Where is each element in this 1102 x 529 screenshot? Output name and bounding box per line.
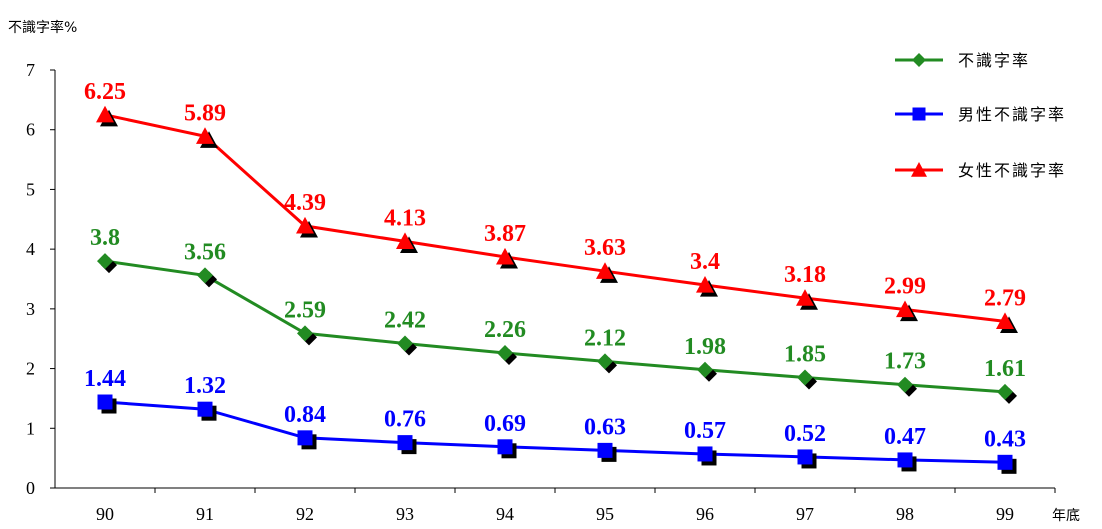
y-axis-title: 不識字率% [8, 19, 77, 36]
series-line-square [104, 400, 1006, 464]
data-label: 0.69 [484, 411, 526, 437]
x-tick-label: 99 [996, 504, 1014, 524]
data-label: 3.4 [690, 249, 720, 275]
y-tick-label: 6 [26, 120, 35, 140]
data-point-square [97, 394, 113, 410]
x-tick-label: 90 [96, 504, 114, 524]
data-label: 1.61 [984, 356, 1026, 382]
data-point-square [797, 449, 813, 465]
series-lines [104, 113, 1006, 464]
x-tick-label: 91 [196, 504, 214, 524]
data-point-triangle [796, 289, 814, 306]
data-label: 6.25 [84, 79, 126, 105]
y-tick-label: 0 [26, 478, 35, 498]
data-point-diamond [897, 376, 913, 393]
data-label: 3.87 [484, 221, 526, 247]
data-label: 2.26 [484, 317, 526, 343]
x-tick-label: 98 [896, 504, 914, 524]
legend-marker-diamond [912, 53, 926, 67]
data-label: 1.32 [184, 373, 226, 399]
legend-marker-triangle [911, 162, 927, 177]
legend-label: 女性不識字率 [958, 161, 1066, 180]
legend-item: 女性不識字率 [895, 161, 1066, 180]
data-point-diamond [597, 353, 613, 370]
data-point-triangle [496, 247, 514, 265]
data-label: 1.44 [84, 366, 126, 392]
series-line-triangle [104, 113, 1006, 323]
data-point-triangle [296, 216, 314, 234]
series-line-diamond [104, 259, 1006, 394]
y-tick-label: 5 [26, 179, 35, 199]
x-tick-label: 97 [796, 504, 814, 524]
data-label: 0.84 [284, 402, 326, 428]
legend-label: 不識字率 [958, 51, 1030, 70]
y-tick-label: 1 [26, 418, 35, 438]
data-point-square [697, 446, 713, 462]
data-point-diamond [297, 325, 313, 342]
legend-marker-square [912, 107, 926, 121]
data-label: 1.73 [884, 349, 926, 375]
data-label: 2.99 [884, 273, 926, 299]
legend-item: 男性不識字率 [895, 105, 1066, 124]
data-point-triangle [596, 262, 614, 279]
x-tick-label: 96 [696, 504, 714, 524]
data-label: 0.47 [884, 424, 926, 450]
data-point-square [997, 454, 1013, 470]
legend-item: 不識字率 [895, 51, 1030, 70]
x-tick-label: 92 [296, 504, 314, 524]
x-tick-label: 94 [496, 504, 514, 524]
data-labels: 3.8 3.56 2.59 2.42 2.26 2.12 1.98 1.85 1.73 1.61 1… [84, 79, 1026, 453]
data-point-diamond [397, 335, 413, 352]
axes: 0 1 2 3 4 5 6 7 90 91 92 93 94 95 96 97 98 99 [26, 60, 1056, 524]
data-label: 0.52 [784, 421, 826, 447]
data-label: 3.8 [90, 225, 120, 251]
data-label: 2.79 [984, 285, 1026, 311]
y-tick-label: 2 [26, 359, 35, 379]
data-point-diamond [197, 267, 213, 284]
data-point-diamond [697, 361, 713, 378]
data-label: 0.57 [684, 418, 726, 444]
data-point-square [497, 439, 513, 455]
data-point-triangle [196, 127, 214, 144]
data-label: 2.59 [284, 297, 326, 323]
x-tick-label: 93 [396, 504, 414, 524]
x-axis-title: 年底 [1052, 508, 1080, 524]
data-point-triangle [96, 105, 114, 123]
data-point-diamond [497, 345, 513, 362]
data-label: 4.39 [284, 190, 326, 216]
data-point-triangle [896, 300, 914, 318]
data-label: 0.63 [584, 414, 626, 440]
data-label: 0.76 [384, 407, 426, 433]
y-tick-label: 4 [26, 239, 35, 259]
data-label: 2.12 [584, 325, 626, 351]
data-point-square [597, 442, 613, 458]
x-tick-label: 95 [596, 504, 614, 524]
data-label: 3.63 [584, 235, 626, 261]
data-point-diamond [97, 253, 113, 270]
data-label: 2.42 [384, 307, 426, 333]
data-label: 5.89 [184, 100, 226, 126]
data-point-diamond [997, 383, 1013, 400]
data-point-triangle [396, 232, 414, 250]
series-markers [96, 105, 1018, 474]
data-label: 3.18 [784, 262, 826, 288]
data-label: 1.85 [784, 342, 826, 368]
data-label: 1.98 [684, 334, 726, 360]
data-point-square [197, 401, 213, 417]
legend-label: 男性不識字率 [958, 105, 1066, 124]
data-label: 0.43 [984, 426, 1026, 452]
data-point-square [397, 435, 413, 451]
y-tick-label: 3 [26, 299, 35, 319]
data-label: 4.13 [384, 205, 426, 231]
data-point-diamond [797, 369, 813, 386]
data-point-triangle [996, 312, 1014, 330]
data-point-triangle [696, 275, 714, 293]
data-label: 3.56 [184, 239, 226, 265]
data-point-square [897, 452, 913, 468]
y-tick-label: 7 [26, 60, 35, 80]
data-point-square [297, 430, 313, 446]
